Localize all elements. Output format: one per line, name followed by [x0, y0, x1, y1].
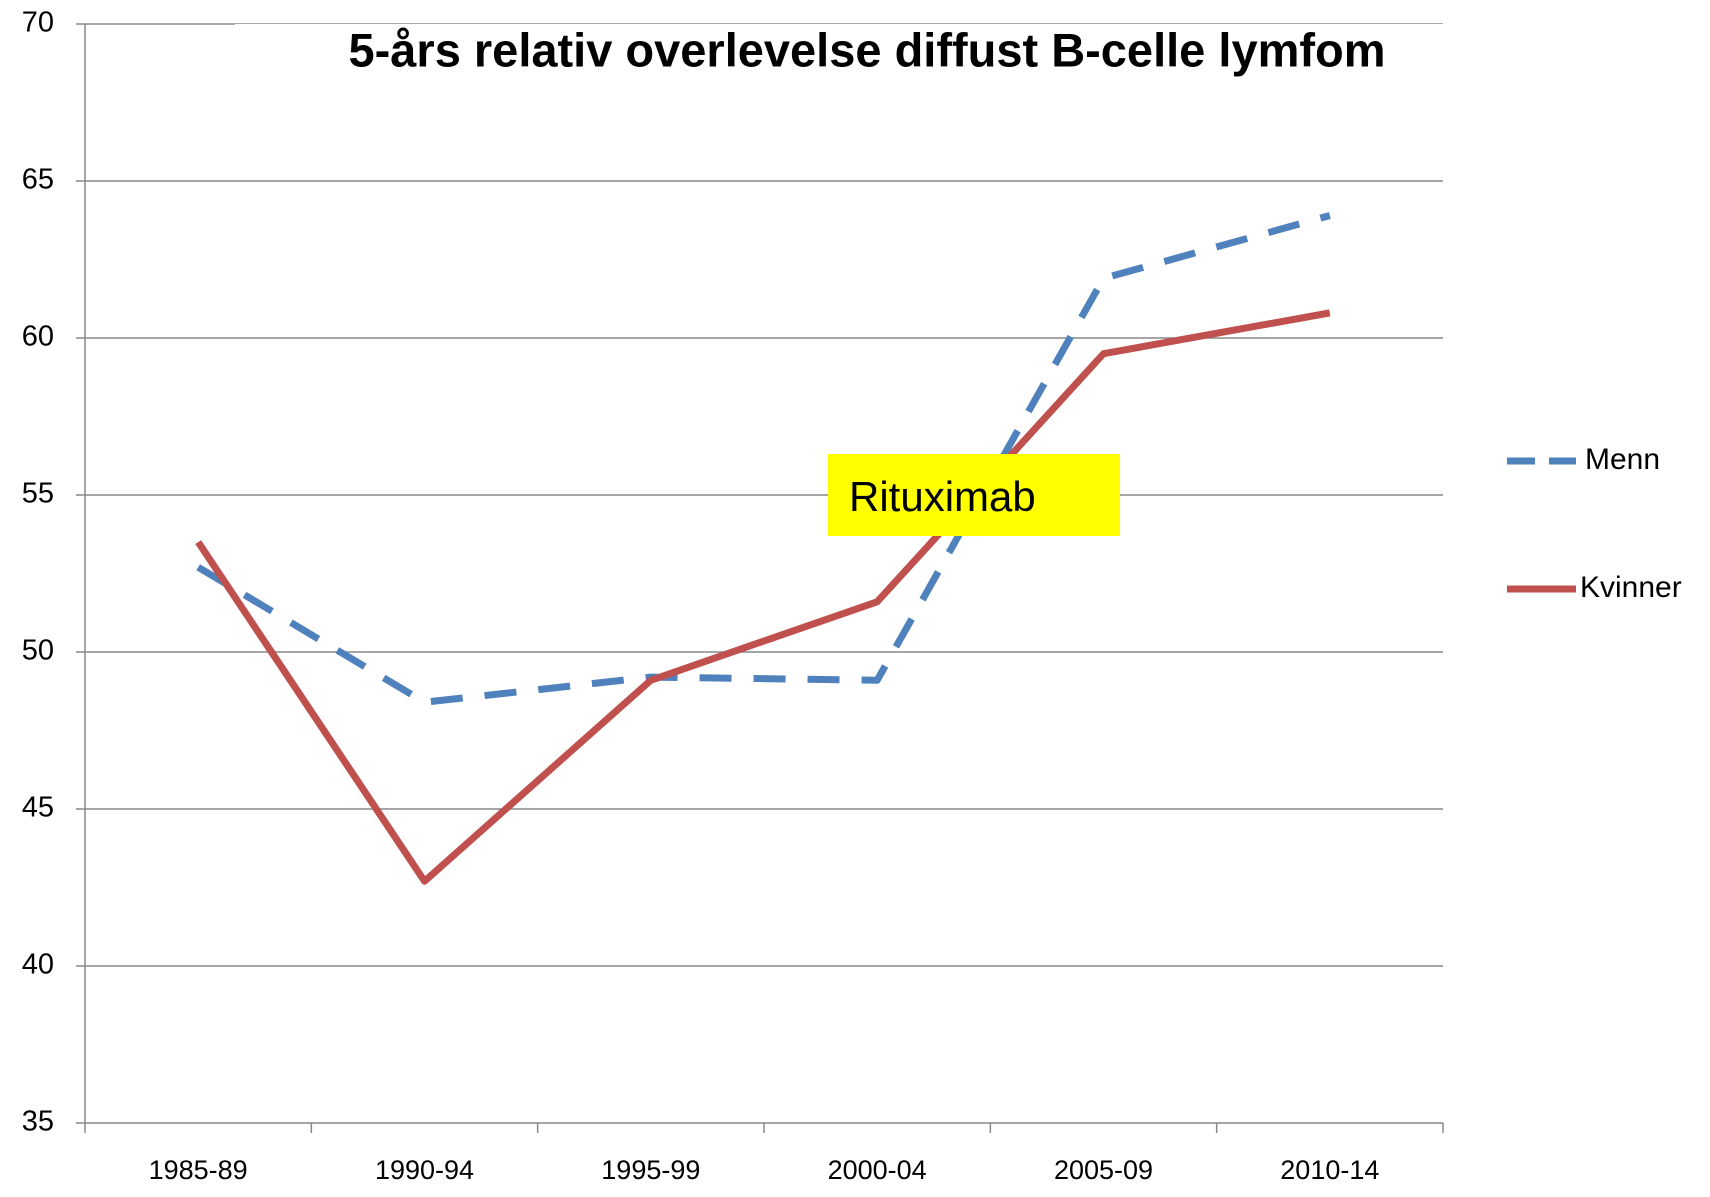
x-tick-label: 1995-99 [601, 1155, 700, 1185]
title-background [235, 24, 1475, 84]
y-tick-label: 65 [22, 164, 54, 196]
annotation-box [828, 454, 1120, 536]
lines [195, 212, 1331, 885]
annotation: Rituximab [849, 473, 1036, 520]
x-tick-label: 1990-94 [375, 1155, 474, 1185]
series-line [195, 309, 1331, 885]
y-tick-label: 70 [22, 7, 54, 39]
x-tick-label: 1985-89 [149, 1155, 248, 1185]
legend-label: Menn [1585, 443, 1660, 476]
y-tick-label: 60 [22, 321, 54, 353]
legend-label: Kvinner [1580, 571, 1682, 604]
y-tick-label: 55 [22, 478, 54, 510]
y-tick-label: 50 [22, 635, 54, 667]
y-tick-label: 40 [22, 949, 54, 981]
x-tick-label: 2010-14 [1280, 1155, 1379, 1185]
chart-title: 5-års relativ overlevelse diffust B-cell… [348, 23, 1385, 76]
y-tick-label: 45 [22, 792, 54, 824]
y-tick-label: 35 [22, 1106, 54, 1138]
x-tick-label: 2000-04 [828, 1155, 927, 1185]
x-tick-label: 2005-09 [1054, 1155, 1153, 1185]
series-line [196, 212, 1331, 706]
